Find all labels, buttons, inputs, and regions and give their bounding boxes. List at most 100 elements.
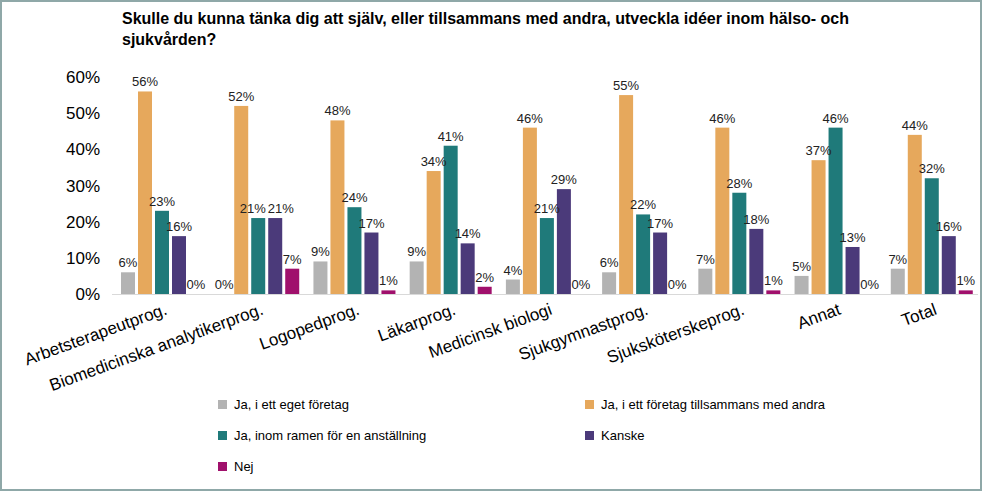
data-label: 46%	[823, 111, 849, 126]
bar	[540, 218, 554, 294]
data-label: 4%	[503, 263, 522, 278]
bar	[410, 261, 424, 294]
data-label: 29%	[551, 172, 577, 187]
data-label: 1%	[379, 273, 398, 288]
bar	[121, 272, 135, 294]
data-label: 56%	[132, 74, 158, 89]
data-label: 52%	[228, 89, 254, 104]
title-line: sjukvården?	[122, 31, 216, 48]
bar	[234, 106, 248, 294]
data-label: 17%	[358, 216, 384, 231]
data-label: 7%	[888, 252, 907, 267]
bar	[908, 135, 922, 294]
bar	[381, 290, 395, 294]
bar	[602, 272, 616, 294]
y-tick-label: 60%	[66, 68, 100, 87]
chart: Skulle du kunna tänka dig att själv, ell…	[0, 0, 982, 491]
x-tick-label: Sjuksköterskeprog.	[604, 300, 746, 367]
bar	[863, 294, 877, 295]
data-label: 5%	[792, 259, 811, 274]
data-labels: 6%56%23%16%0%0%52%21%21%7%9%48%24%17%1%9…	[119, 74, 976, 292]
y-tick-label: 30%	[66, 177, 100, 196]
legend-label: Ja, i ett eget företag	[234, 397, 349, 412]
bar	[698, 269, 712, 294]
data-label: 1%	[764, 273, 783, 288]
legend-label: Ja, inom ramen för en anställning	[234, 428, 426, 443]
data-label: 24%	[341, 190, 367, 205]
data-label: 14%	[455, 226, 481, 241]
bar	[715, 128, 729, 294]
legend-label: Ja, i ett företag tillsammans med andra	[601, 397, 826, 412]
data-label: 13%	[840, 230, 866, 245]
bar	[364, 233, 378, 294]
bars	[121, 91, 973, 294]
data-label: 46%	[517, 111, 543, 126]
bar	[959, 290, 973, 294]
bar	[172, 236, 186, 294]
y-tick-label: 0%	[75, 285, 100, 304]
x-axis-line	[112, 294, 978, 295]
legend-swatch	[585, 400, 594, 409]
data-label: 21%	[268, 201, 294, 216]
x-tick-label: Total	[899, 300, 939, 330]
data-label: 6%	[119, 255, 138, 270]
legend-swatch	[585, 431, 594, 440]
data-label: 37%	[806, 143, 832, 158]
bar	[925, 178, 939, 294]
data-label: 22%	[630, 197, 656, 212]
bar	[478, 287, 492, 294]
data-label: 7%	[696, 252, 715, 267]
bar	[670, 294, 684, 295]
data-label: 7%	[283, 252, 302, 267]
bar	[574, 294, 588, 295]
data-label: 16%	[166, 219, 192, 234]
legend-swatch	[218, 400, 227, 409]
y-tick-label: 10%	[66, 249, 100, 268]
bar	[749, 229, 763, 294]
bar	[189, 294, 203, 295]
data-label: 9%	[311, 244, 330, 259]
bar	[619, 95, 633, 294]
data-label: 23%	[149, 194, 175, 209]
bar	[313, 261, 327, 294]
bar	[732, 193, 746, 294]
bar	[653, 233, 667, 294]
data-label: 18%	[743, 212, 769, 227]
bar	[891, 269, 905, 294]
data-label: 9%	[407, 244, 426, 259]
y-tick-label: 40%	[66, 140, 100, 159]
bar	[766, 290, 780, 294]
data-label: 32%	[919, 161, 945, 176]
data-label: 2%	[475, 270, 494, 285]
data-label: 34%	[421, 154, 447, 169]
bar	[138, 91, 152, 294]
y-tick-label: 20%	[66, 213, 100, 232]
data-label: 55%	[613, 78, 639, 93]
bar	[268, 218, 282, 294]
frame	[1, 1, 981, 490]
title: Skulle du kunna tänka dig att själv, ell…	[122, 10, 849, 48]
data-label: 46%	[709, 111, 735, 126]
data-label: 17%	[647, 216, 673, 231]
bar	[942, 236, 956, 294]
data-label: 28%	[726, 176, 752, 191]
x-tick-label: Logopedprog.	[257, 300, 362, 354]
data-label: 21%	[240, 201, 266, 216]
bar	[795, 276, 809, 294]
data-label: 0%	[668, 277, 687, 292]
data-label: 0%	[187, 277, 206, 292]
data-label: 44%	[902, 118, 928, 133]
data-label: 0%	[215, 277, 234, 292]
bar	[427, 171, 441, 294]
y-tick-label: 50%	[66, 104, 100, 123]
bar	[461, 243, 475, 294]
bar	[285, 269, 299, 294]
data-label: 21%	[534, 201, 560, 216]
data-label: 48%	[324, 103, 350, 118]
legend-label: Kanske	[601, 428, 644, 443]
bar	[506, 280, 520, 294]
data-label: 1%	[956, 273, 975, 288]
data-label: 0%	[571, 277, 590, 292]
bar	[330, 120, 344, 294]
bar	[251, 218, 265, 294]
